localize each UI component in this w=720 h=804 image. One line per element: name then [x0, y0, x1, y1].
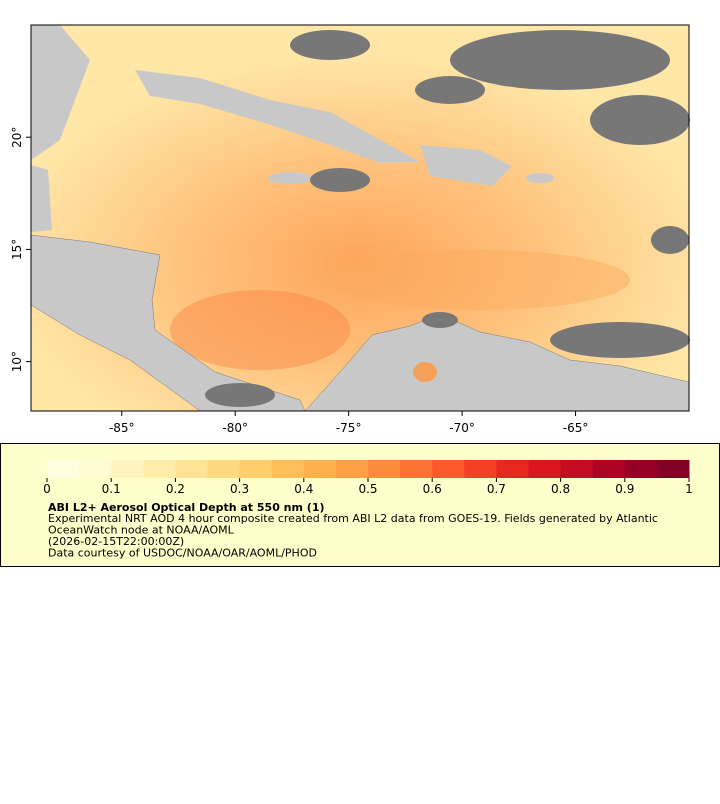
colorbar-swatch	[464, 460, 497, 478]
x-tick-label: -85°	[109, 421, 135, 435]
colorbar-swatch	[111, 460, 144, 478]
colorbar-tick-label: 0.8	[551, 482, 570, 496]
colorbar-swatch	[79, 460, 112, 478]
colorbar-tick-label: 0.9	[615, 482, 634, 496]
colorbar-tick-label: 0.5	[358, 482, 377, 496]
map-frame	[30, 24, 690, 412]
colorbar-tick-label: 0.3	[230, 482, 249, 496]
y-tick-label: 10°	[10, 351, 24, 372]
colorbar-swatch	[432, 460, 465, 478]
x-tick-label: -80°	[222, 421, 248, 435]
colorbar: 0 0.1 0.2 0.3 0.4 0.5 0.6 0.7 0.8 0.9 1	[43, 460, 693, 496]
colorbar-swatch	[335, 460, 369, 478]
colorbar-swatch	[656, 460, 690, 478]
colorbar-swatch	[592, 460, 626, 478]
colorbar-swatch	[143, 460, 176, 478]
colorbar-swatch	[528, 460, 562, 478]
colorbar-swatch	[303, 460, 337, 478]
x-tick-label: -70°	[449, 421, 475, 435]
colorbar-tick-label: 0.7	[487, 482, 506, 496]
legend-title: ABI L2+ Aerosol Optical Depth at 550 nm …	[48, 501, 325, 514]
colorbar-swatch	[400, 460, 433, 478]
colorbar-swatch	[207, 460, 241, 478]
colorbar-tick-label: 0.6	[423, 482, 442, 496]
map-image	[30, 25, 690, 412]
legend-line: Experimental NRT AOD 4 hour composite cr…	[48, 512, 658, 525]
colorbar-swatch	[271, 460, 305, 478]
colorbar-swatch	[560, 460, 594, 478]
legend-line: Data courtesy of USDOC/NOAA/OAR/AOML/PHO…	[48, 547, 317, 560]
colorbar-tick-label: 0.4	[294, 482, 313, 496]
colorbar-swatch	[239, 460, 273, 478]
legend-line: OceanWatch node at NOAA/AOML	[48, 524, 235, 537]
colorbar-swatch	[47, 460, 80, 478]
x-tick-label: -65°	[563, 421, 589, 435]
colorbar-swatch	[496, 460, 529, 478]
colorbar-swatch	[624, 460, 658, 478]
legend-line: (2026-02-15T22:00:00Z)	[48, 535, 184, 548]
colorbar-tick-label: 1	[685, 482, 693, 496]
colorbar-tick-label: 0	[43, 482, 51, 496]
colorbar-swatch	[175, 460, 208, 478]
colorbar-swatch	[368, 460, 401, 478]
colorbar-tick-label: 0.1	[102, 482, 121, 496]
colorbar-tick-label: 0.2	[166, 482, 185, 496]
y-tick-label: 15°	[10, 239, 24, 260]
y-tick-label: 20°	[10, 127, 24, 148]
x-tick-label: -75°	[336, 421, 362, 435]
